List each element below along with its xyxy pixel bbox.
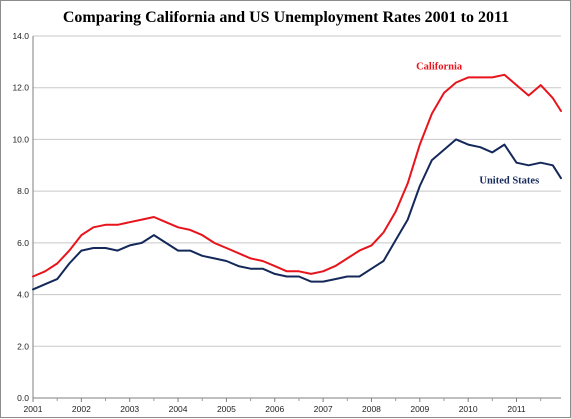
series-label-united-states: United States (479, 175, 539, 186)
x-tick-label: 2005 (217, 404, 236, 414)
x-tick-label: 2007 (314, 404, 333, 414)
x-tick-label: 2002 (72, 404, 91, 414)
series-label-california: California (416, 62, 463, 73)
x-tick-label: 2011 (507, 404, 526, 414)
y-tick-label: 10.0 (12, 134, 29, 144)
y-tick-label: 8.0 (17, 186, 29, 196)
series-labels: California United States (416, 62, 539, 187)
x-tick-label: 2006 (265, 404, 284, 414)
series-lines (32, 73, 562, 291)
x-tick-label: 2010 (459, 404, 478, 414)
y-tick-label: 12.0 (12, 83, 29, 93)
x-tick-label: 2004 (169, 404, 188, 414)
y-tick-label: 14.0 (12, 31, 29, 41)
x-tick-label: 2003 (120, 404, 139, 414)
axes: 0.0 2.0 4.0 6.0 8.0 10.0 12.0 14.0 2001 2002 2003 2… (12, 31, 561, 414)
series-line-united-states (32, 138, 562, 291)
chart-title: Comparing California and US Unemployment… (63, 9, 509, 26)
series-line-california (32, 73, 562, 278)
x-tick-label: 2009 (410, 404, 429, 414)
y-tick-label: 0.0 (17, 393, 29, 403)
y-tick-label: 2.0 (17, 341, 29, 351)
y-tick-label: 4.0 (17, 290, 29, 300)
x-tick-label: 2008 (362, 404, 381, 414)
gridlines (33, 35, 561, 347)
y-tick-label: 6.0 (17, 238, 29, 248)
x-tick-label: 2001 (24, 404, 43, 414)
